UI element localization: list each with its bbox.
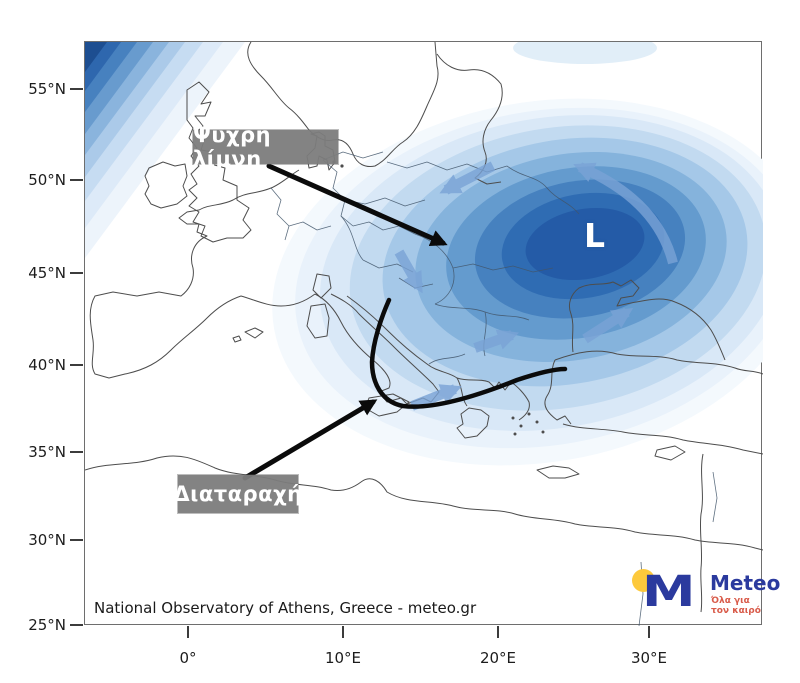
circulation-arrows: [394, 161, 678, 411]
coast-great-britain: [186, 81, 252, 243]
lon-tick-label: 30°E: [630, 649, 668, 667]
coast-baltic-east: [436, 53, 503, 185]
coast-corsica: [312, 273, 332, 299]
logo-tagline-line1: Όλα για: [711, 596, 750, 606]
logo-m-icon: M: [642, 567, 696, 617]
coast-ireland: [144, 161, 188, 209]
attribution-text: National Observatory of Athens, Greece -…: [94, 599, 477, 617]
coast-north-africa: [85, 455, 763, 551]
lat-tick: [70, 272, 83, 274]
lat-tick-label: 30°N: [28, 531, 66, 549]
lat-tick: [70, 539, 83, 541]
lon-tick: [648, 626, 650, 638]
coast-greece-peloponnese: [456, 407, 490, 439]
coast-black-sea: [568, 279, 726, 361]
low-pressure-symbol: L: [584, 216, 606, 255]
lat-tick: [70, 88, 83, 90]
circulation-arrow: [582, 307, 634, 344]
circulation-arrow: [439, 161, 496, 195]
lat-tick-label: 55°N: [28, 80, 66, 98]
logo-sun-dot-icon: [632, 569, 655, 592]
lat-tick: [70, 624, 83, 626]
annotation-arrows: [242, 163, 448, 481]
coast-cyprus: [654, 445, 686, 461]
map-plot-area: [84, 41, 763, 626]
lon-tick-label: 20°E: [479, 649, 517, 667]
lat-tick-label: 35°N: [28, 443, 66, 461]
trough-line: [369, 297, 568, 409]
coast-balearics: [232, 327, 264, 343]
coast-greece-east: [456, 377, 530, 421]
cold-pool-contours: [272, 42, 763, 466]
logo-tagline: Όλα για τον καιρό: [711, 596, 761, 616]
circulation-arrow: [410, 384, 462, 411]
lon-tick: [187, 626, 189, 638]
circulation-arrow: [573, 162, 678, 265]
map-canvas: [85, 42, 763, 626]
coast-turkey-north: [554, 350, 763, 375]
meteo-logo: M Meteo Όλα για τον καιρό: [632, 565, 780, 623]
lat-tick-label: 45°N: [28, 264, 66, 282]
country-borders: [270, 151, 718, 626]
lat-tick: [70, 451, 83, 453]
disturbance-arrow: [242, 399, 378, 481]
lon-tick-label: 0°: [179, 649, 197, 667]
logo-name: Meteo: [710, 571, 781, 595]
lat-tick: [70, 179, 83, 181]
annotation-cold-pool-label: Ψυχρή λίμνη: [193, 123, 338, 171]
circulation-arrow: [473, 329, 519, 353]
lat-tick-label: 40°N: [28, 356, 66, 374]
coast-west-europe: [89, 169, 316, 379]
lon-tick: [342, 626, 344, 638]
lat-tick: [70, 364, 83, 366]
coast-crete: [536, 465, 580, 479]
circulation-arrow: [394, 249, 424, 294]
coast-turkey-south: [562, 423, 763, 455]
annotation-disturbance-label: Διαταραχή: [173, 475, 302, 513]
lat-tick-label: 25°N: [28, 616, 66, 634]
logo-tagline-line2: τον καιρό: [711, 606, 761, 616]
coast-levant: [699, 453, 704, 613]
cold-pool-arrow: [266, 163, 448, 246]
lon-tick-label: 10°E: [324, 649, 362, 667]
lat-tick-label: 50°N: [28, 171, 66, 189]
lon-tick: [497, 626, 499, 638]
corner-cold-stripes: [85, 42, 245, 258]
coast-scandinavia: [247, 42, 310, 131]
coast-sardinia: [306, 303, 330, 339]
